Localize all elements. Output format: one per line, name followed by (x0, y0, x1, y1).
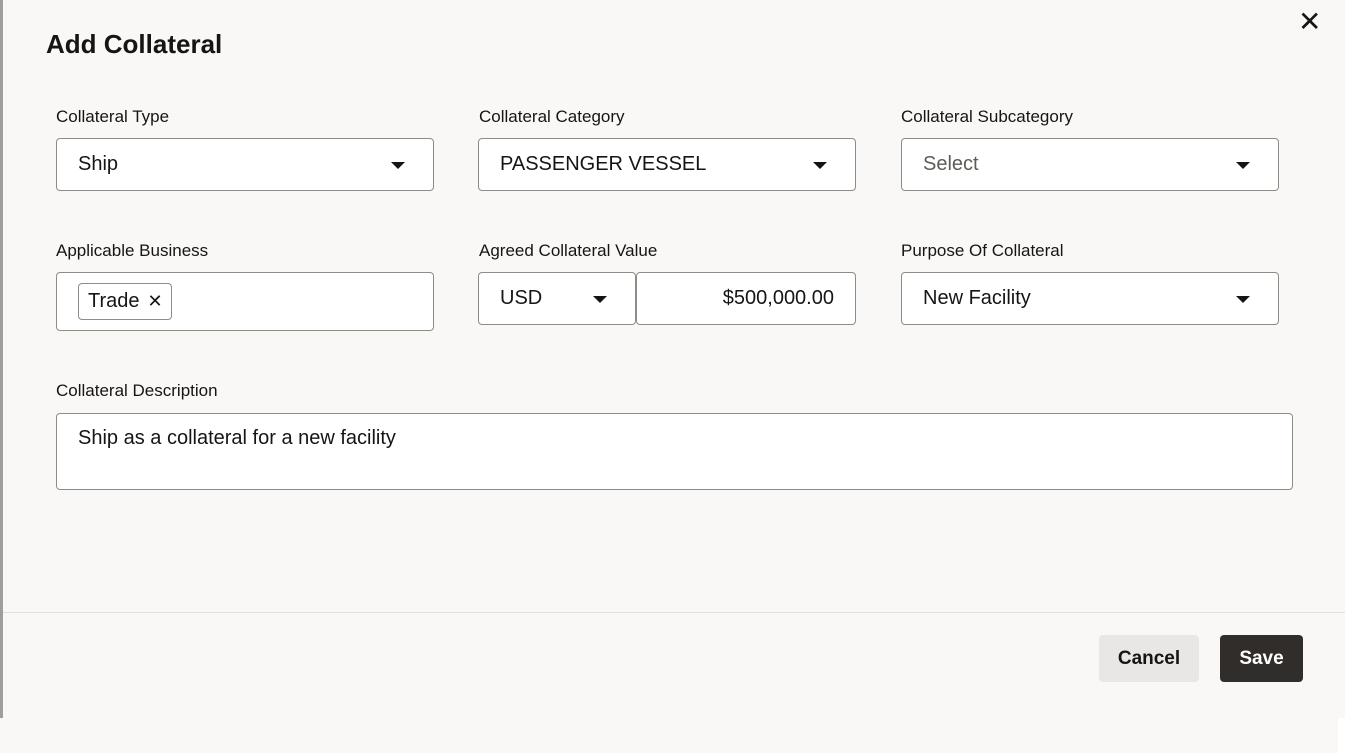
collateral-category-value: PASSENGER VESSEL (500, 153, 707, 175)
collateral-subcategory-select[interactable]: Select (901, 138, 1279, 191)
chip-label: Trade (88, 290, 140, 312)
collateral-category-select[interactable]: PASSENGER VESSEL (478, 138, 856, 191)
description-value: Ship as a collateral for a new facility (78, 427, 396, 449)
collateral-type-value: Ship (78, 153, 119, 175)
background-edge (1338, 718, 1345, 753)
remove-chip-icon[interactable]: ✕ (147, 291, 163, 311)
collateral-subcategory-placeholder: Select (923, 153, 979, 175)
agreed-value-label: Agreed Collateral Value (479, 241, 658, 260)
save-button[interactable]: Save (1220, 635, 1303, 682)
business-chip-trade: Trade ✕ (78, 283, 172, 320)
chevron-down-icon (813, 161, 827, 169)
collateral-category-label: Collateral Category (479, 107, 625, 126)
cancel-button[interactable]: Cancel (1099, 635, 1199, 682)
description-textarea[interactable]: Ship as a collateral for a new facility (56, 413, 1293, 490)
currency-value: USD (500, 287, 543, 309)
chevron-down-icon (1236, 161, 1250, 169)
collateral-subcategory-label: Collateral Subcategory (901, 107, 1073, 126)
applicable-business-input[interactable]: Trade ✕ (56, 272, 434, 331)
collateral-type-select[interactable]: Ship (56, 138, 434, 191)
footer-divider (3, 612, 1345, 613)
purpose-select[interactable]: New Facility (901, 272, 1279, 325)
dialog-title: Add Collateral (46, 29, 223, 59)
background-edge (0, 0, 3, 718)
close-icon[interactable]: ✕ (1298, 6, 1322, 37)
amount-input[interactable]: $500,000.00 (636, 272, 856, 325)
amount-value: $500,000.00 (722, 287, 834, 309)
purpose-value: New Facility (923, 287, 1031, 309)
chevron-down-icon (593, 295, 607, 303)
chevron-down-icon (1236, 295, 1250, 303)
collateral-type-label: Collateral Type (56, 107, 170, 126)
currency-select[interactable]: USD (478, 272, 636, 325)
description-label: Collateral Description (56, 381, 218, 400)
purpose-label: Purpose Of Collateral (901, 241, 1064, 260)
chevron-down-icon (391, 161, 405, 169)
applicable-business-label: Applicable Business (56, 241, 209, 260)
